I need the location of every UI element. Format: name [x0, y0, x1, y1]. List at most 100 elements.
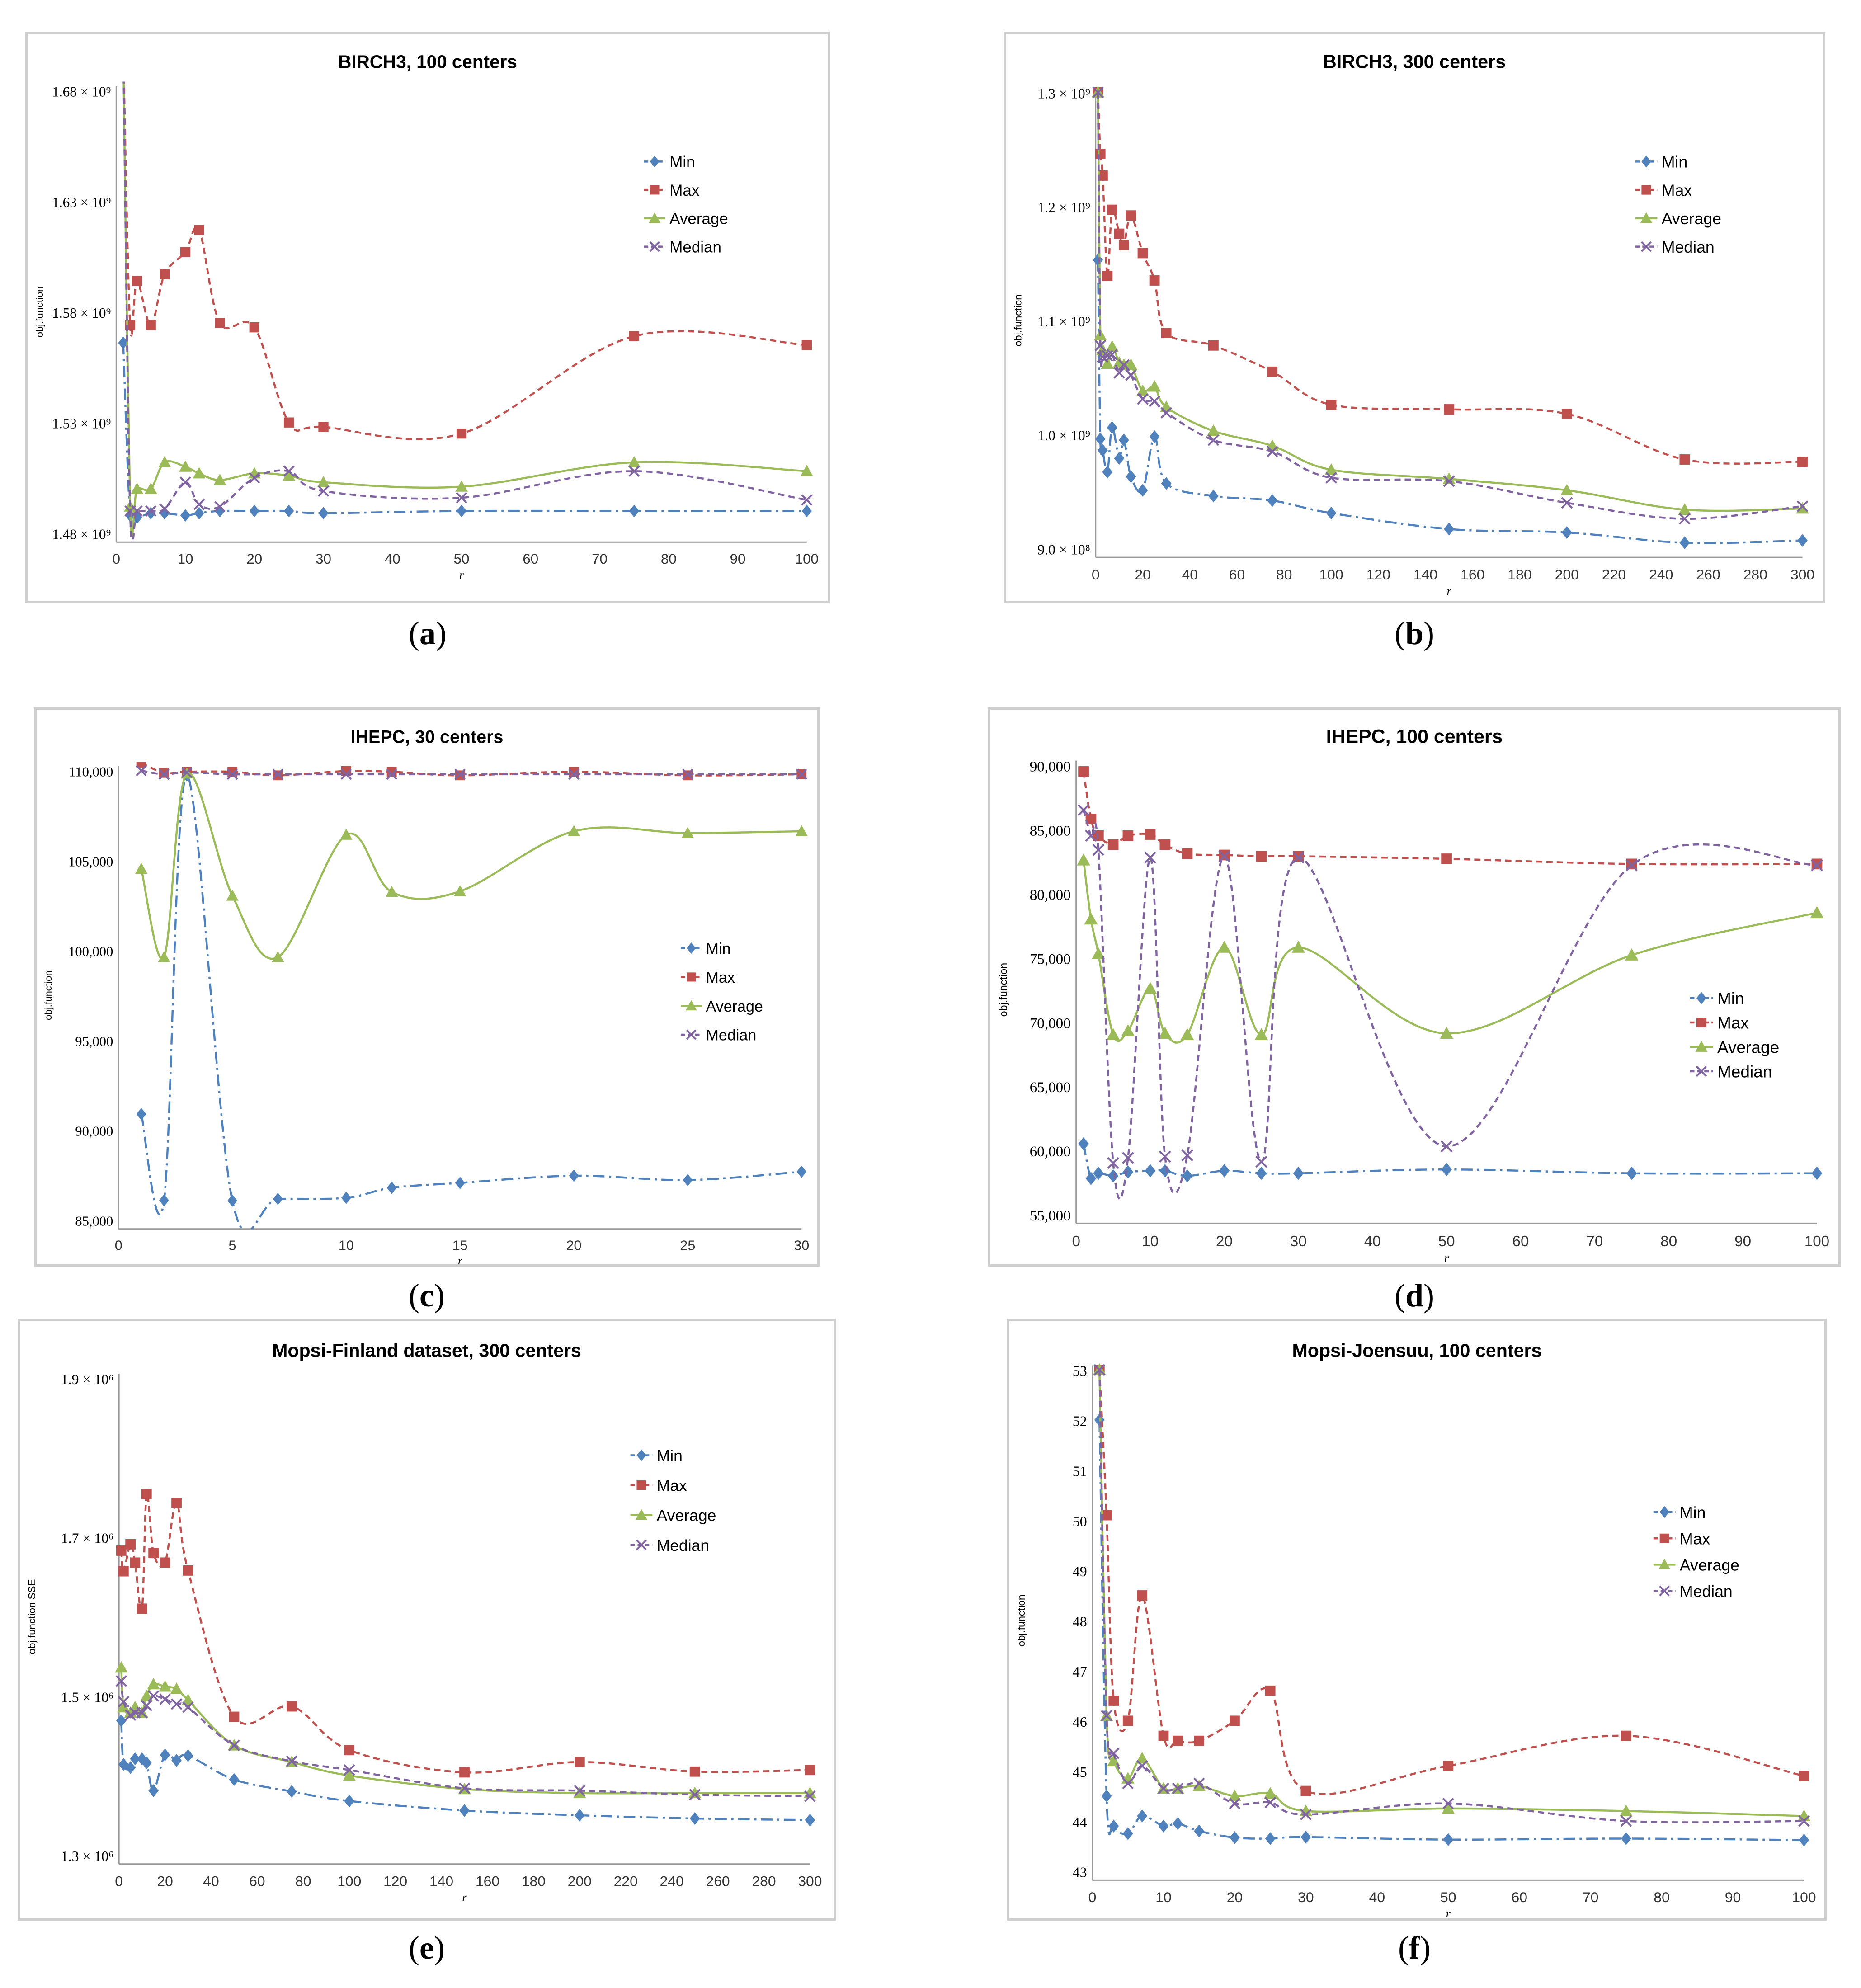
chart-panel-b: BIRCH3, 300 centers 9.0 × 10⁸ 1.0 × 10⁹ 1.1… [1004, 32, 1825, 603]
max-point [1326, 400, 1337, 410]
series-max [1093, 87, 1808, 467]
average-point [158, 951, 170, 962]
x-tick-label: 0 [1072, 1233, 1080, 1250]
average-point [283, 469, 296, 481]
min-point [1159, 1164, 1171, 1178]
legend-diamond-icon [1659, 1506, 1669, 1518]
average-point [144, 482, 157, 494]
y-tick-label: 48 [1073, 1614, 1087, 1630]
min-point [569, 1169, 579, 1182]
x-tick-label: 300 [798, 1873, 822, 1889]
average-point [800, 465, 813, 476]
max-point [574, 1757, 585, 1767]
chart-title: BIRCH3, 100 centers [338, 51, 517, 72]
min-point [1102, 465, 1113, 479]
median-point [1160, 407, 1172, 419]
max-point [1443, 1761, 1454, 1771]
median-line [141, 769, 802, 776]
series-median [1077, 804, 1823, 1200]
x-tick-label: 25 [680, 1238, 695, 1253]
y-axis-label: obj.function [1016, 1594, 1027, 1646]
x-tick-label: 60 [523, 551, 538, 567]
series-max [1078, 766, 1823, 870]
chart-title: BIRCH3, 300 centers [1323, 51, 1506, 72]
y-axis-label: obj.function [43, 970, 54, 1020]
average-point [1077, 853, 1090, 866]
max-point [1230, 1715, 1240, 1726]
median-point [147, 1690, 160, 1702]
median-point [458, 1782, 471, 1794]
y-axis-label: obj.function [34, 287, 45, 338]
legend-square-icon [1659, 1533, 1669, 1543]
x-tick-label: 180 [1508, 566, 1531, 583]
legend-label: Median [657, 1536, 710, 1555]
y-tick-label: 1.3 × 10⁶ [61, 1848, 113, 1864]
average-point [573, 1786, 586, 1799]
legend-item-min: Min [644, 153, 695, 171]
legend-square-icon [1641, 185, 1651, 195]
average-point [135, 862, 148, 874]
median-point [1094, 339, 1107, 352]
legend-square-icon [687, 972, 696, 982]
min-point [1114, 452, 1125, 465]
max-point [1137, 248, 1148, 259]
series-min [1078, 1137, 1823, 1185]
x-tick-label: 160 [476, 1873, 499, 1889]
median-point [179, 476, 191, 488]
min-point [1107, 421, 1117, 434]
legend-triangle-icon [635, 1509, 648, 1520]
max-point [456, 428, 467, 439]
x-tick-label: 100 [1804, 1233, 1829, 1250]
y-tick-label: 45 [1073, 1764, 1087, 1780]
max-point [137, 1603, 147, 1614]
x-tick-label: 20 [1216, 1233, 1233, 1250]
plot-area [1077, 766, 1824, 1200]
average-point [226, 890, 239, 901]
x-tick-label: 70 [592, 551, 608, 567]
x-tick-label: 20 [1135, 566, 1151, 583]
min-point [1101, 1789, 1112, 1803]
legend-label: Median [1680, 1583, 1733, 1601]
series-max [116, 1489, 815, 1778]
max-point [629, 331, 640, 341]
x-tick-label: 260 [1696, 566, 1720, 583]
x-tick-label: 60 [1512, 1233, 1529, 1250]
average-point [1135, 1752, 1149, 1764]
max-point [1182, 848, 1193, 859]
median-point [272, 768, 284, 780]
legend-triangle-icon [1695, 1041, 1708, 1052]
legend-item-median: Median [644, 239, 721, 256]
legend-label: Min [1717, 989, 1744, 1008]
x-tick-label: 60 [1229, 566, 1245, 583]
legend-label: Average [1680, 1556, 1739, 1574]
x-tick-label: 0 [1088, 1889, 1097, 1905]
median-point [796, 768, 807, 780]
min-point [146, 507, 156, 520]
min-point [180, 509, 191, 522]
average-point [1254, 1028, 1268, 1040]
max-point [1161, 328, 1172, 338]
legend-label: Average [706, 998, 763, 1015]
max-point [1145, 829, 1156, 840]
x-tick-label: 20 [1227, 1889, 1243, 1905]
median-line [1082, 810, 1817, 1200]
min-line [1082, 1143, 1817, 1181]
chart-d-svg: IHEPC, 100 centers 55,000 60,000 65,000 70,0… [997, 726, 1829, 1264]
min-point [1797, 534, 1808, 547]
average-point [1620, 1804, 1633, 1816]
max-point [1256, 851, 1267, 862]
max-point [1799, 1771, 1809, 1781]
min-point [1137, 484, 1148, 497]
average-point [1121, 1024, 1135, 1036]
legend-label: Average [1662, 210, 1721, 228]
x-tick-label: 260 [706, 1873, 730, 1889]
min-point [171, 1754, 182, 1767]
average-point [117, 40, 130, 52]
average-point [681, 827, 694, 838]
y-axis-label: obj.function [1013, 294, 1024, 346]
min-point [683, 1173, 693, 1187]
min-point [318, 507, 329, 520]
median-point [568, 768, 580, 780]
median-point [136, 1707, 148, 1719]
average-point [340, 829, 353, 840]
